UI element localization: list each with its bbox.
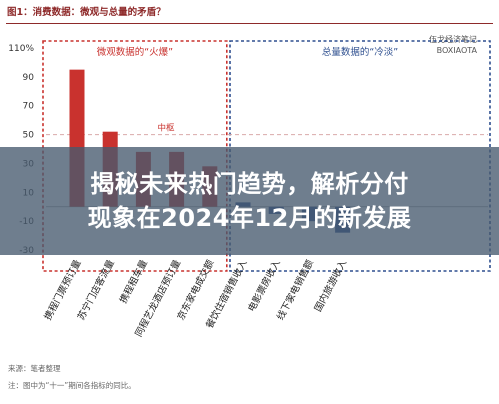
headline-line-2: 现象在2024年12月的新发展 <box>87 204 412 232</box>
headline: 揭秘未来热门趋势，解析分付 现象在2024年12月的新发展 <box>0 147 499 255</box>
headline-line-1: 揭秘未来热门趋势，解析分付 <box>90 170 409 198</box>
group-label: 总量数据的“冷淡” <box>322 46 398 58</box>
y-tick-label: 70 <box>23 102 35 112</box>
figure-title: 图1：消费数据：微观与总量的矛盾？ <box>7 7 166 18</box>
x-category-label: 电影票房收入 <box>245 257 283 313</box>
y-tick-label: 50 <box>23 131 35 141</box>
watermark-line-1: 伍戈经济笔记 <box>429 35 477 44</box>
x-category-label: 携程租车量 <box>117 257 150 305</box>
footnote: 注：图中为“十一”期间各指标的同比。 <box>8 381 136 390</box>
watermark: 伍戈经济笔记 BOXIAOTA <box>429 34 477 56</box>
group-label: 微观数据的“火爆” <box>97 46 173 58</box>
reference-line-label: 中枢 <box>157 123 175 134</box>
headline-overlay: 揭秘未来热门趋势，解析分付 现象在2024年12月的新发展 <box>0 147 499 255</box>
x-category-label: 国内旅游收入 <box>312 257 350 313</box>
y-tick-label: 90 <box>23 73 35 83</box>
watermark-line-2: BOXIAOTA <box>436 46 477 55</box>
title-divider <box>6 23 493 24</box>
y-tick-label: 110% <box>8 44 34 54</box>
footer: 来源：笔者整理 注：图中为“十一”期间各指标的同比。 <box>8 360 136 394</box>
source-note: 来源：笔者整理 <box>8 364 61 373</box>
